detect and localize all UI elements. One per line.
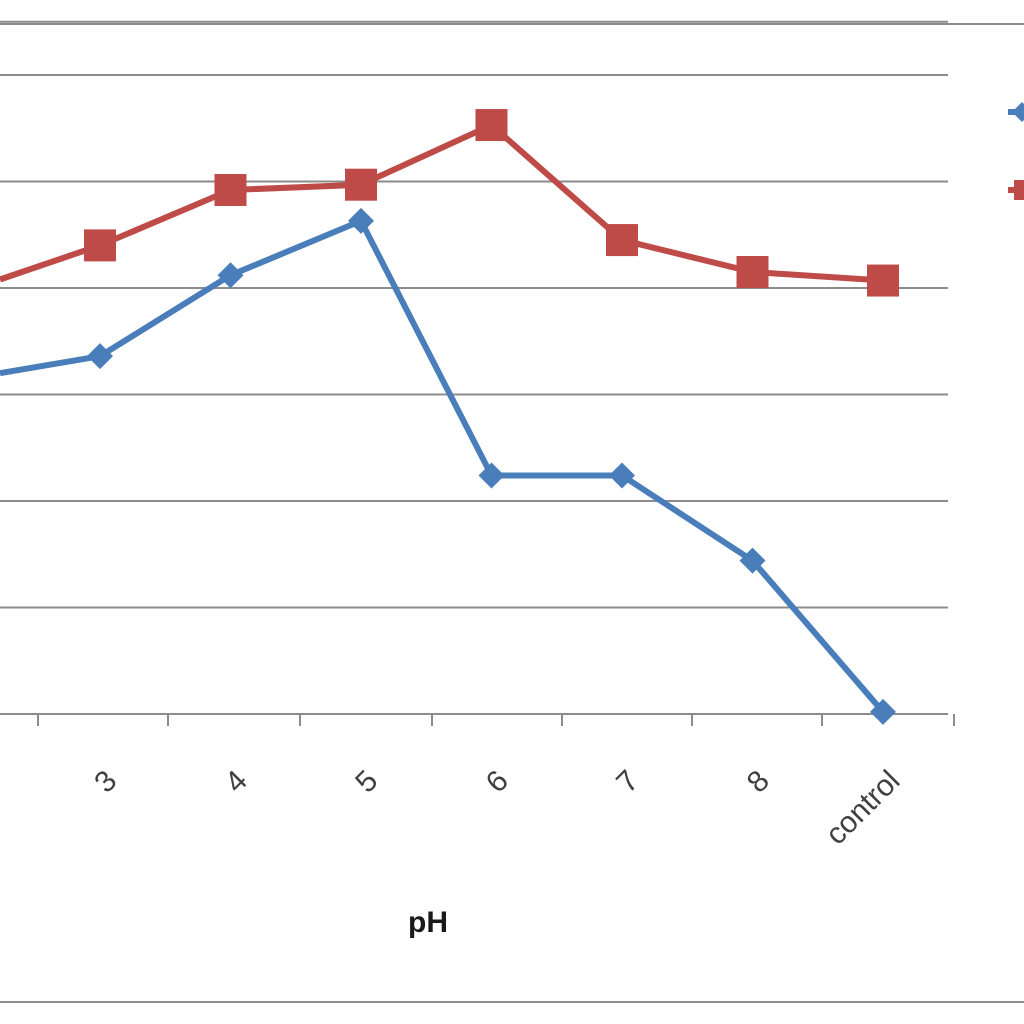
series-1-point xyxy=(84,229,116,262)
x-tick-label: control xyxy=(819,764,906,851)
series-1-point xyxy=(606,224,638,257)
y-gridlines xyxy=(0,20,948,715)
legend-marker-0 xyxy=(1012,102,1024,122)
series-0-point xyxy=(739,547,766,574)
series-0-point xyxy=(478,462,505,489)
series-1-point xyxy=(345,168,377,201)
x-tick-label: 8 xyxy=(741,764,776,799)
series-0-point xyxy=(870,698,896,725)
series-lines xyxy=(0,122,886,714)
series-1-point xyxy=(867,264,899,297)
x-tick-label: 6 xyxy=(480,764,515,799)
x-tick-label: 3 xyxy=(88,764,123,799)
legend-marker-1 xyxy=(1014,180,1024,200)
x-axis-title: pH xyxy=(408,906,448,939)
series-markers xyxy=(84,109,899,725)
series-0-point xyxy=(609,462,635,489)
x-tick-label: 5 xyxy=(349,764,384,799)
series-line-0 xyxy=(0,217,886,714)
legend xyxy=(1008,102,1024,200)
x-tick-label: 4 xyxy=(219,764,254,799)
series-0-point xyxy=(217,262,244,289)
series-1-point xyxy=(475,109,508,142)
series-1-point xyxy=(214,174,247,207)
series-line-1 xyxy=(0,122,884,284)
series-0-point xyxy=(87,343,113,370)
x-tick-label: 7 xyxy=(610,764,645,799)
chart-outer-border xyxy=(0,23,1024,1003)
series-1-point xyxy=(736,256,769,289)
x-tick-labels: 3 4 5 6 7 8 control xyxy=(88,764,906,851)
series-0-point xyxy=(348,207,374,234)
x-tick-marks xyxy=(37,714,955,726)
